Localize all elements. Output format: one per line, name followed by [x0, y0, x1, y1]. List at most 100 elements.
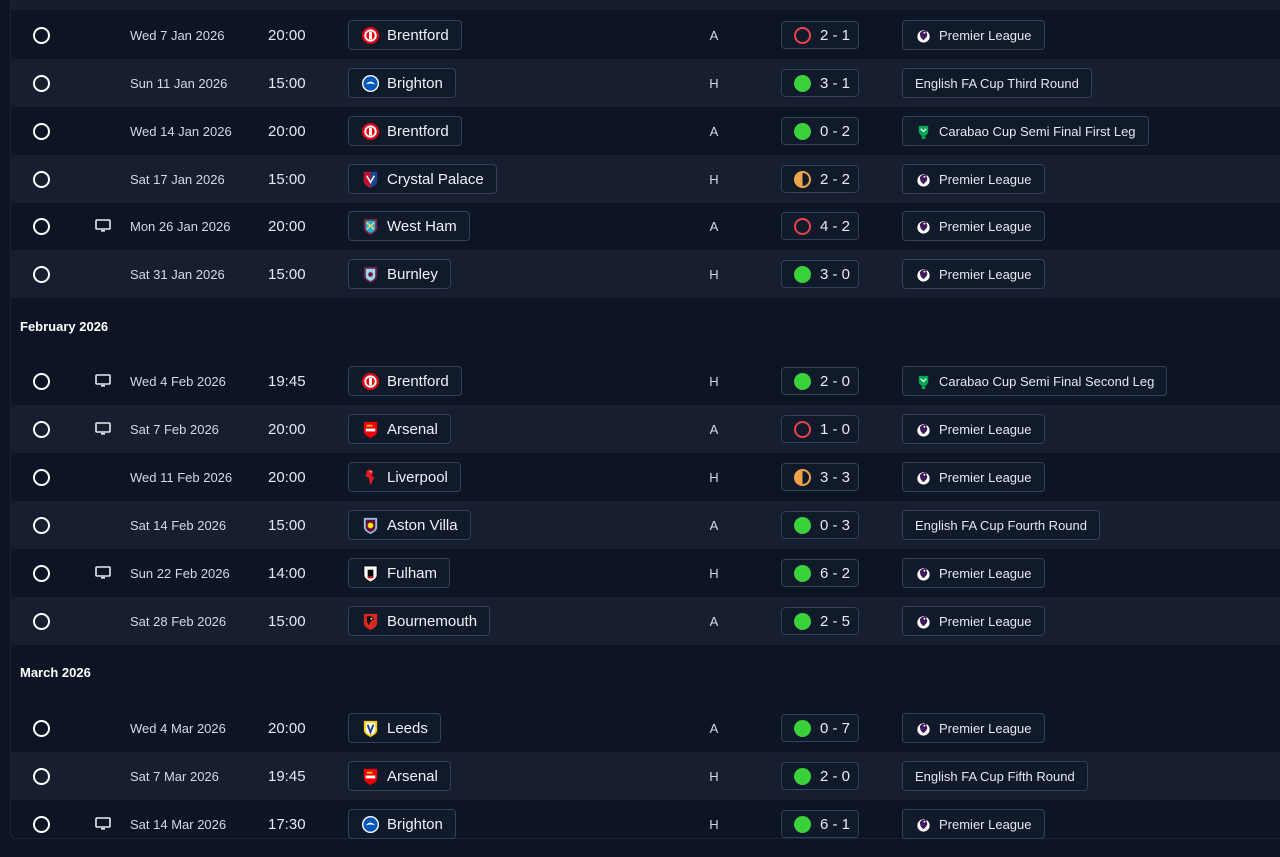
result-button[interactable]: 2 - 1: [781, 21, 859, 49]
month-header-march: March 2026: [20, 665, 91, 680]
fixture-date: Wed 14 Jan 2026: [130, 123, 232, 139]
result-button[interactable]: 0 - 7: [781, 714, 859, 742]
select-circle-icon[interactable]: [30, 800, 52, 848]
opponent-button[interactable]: Fulham: [348, 558, 451, 588]
home-away-indicator: A: [709, 27, 719, 43]
fixture-row[interactable]: Mon 26 Jan 2026 20:00 West Ham A 4 - 2 Premie…: [10, 202, 1280, 250]
select-circle-icon[interactable]: [30, 202, 52, 250]
fixture-row[interactable]: Sun 11 Jan 2026 15:00 Brighton H 3 - 1 Englis…: [10, 59, 1280, 107]
competition-button[interactable]: Premier League: [902, 606, 1045, 636]
fixture-row[interactable]: Sun 22 Feb 2026 14:00 Fulham H 6 - 2 Premier …: [10, 549, 1280, 597]
competition-name: Premier League: [939, 613, 1032, 629]
result-button[interactable]: 2 - 0: [781, 762, 859, 790]
competition-button[interactable]: Premier League: [902, 558, 1045, 588]
competition-button[interactable]: Premier League: [902, 211, 1045, 241]
fixture-row[interactable]: Wed 4 Feb 2026 19:45 Brentford H 2 - 0 Caraba…: [10, 357, 1280, 405]
result-button[interactable]: 3 - 3: [781, 463, 859, 491]
result-button[interactable]: 1 - 0: [781, 415, 859, 443]
match-score: 4 - 2: [820, 217, 851, 235]
fixture-row[interactable]: Wed 11 Feb 2026 20:00 Liverpool H 3 - 3 Premi…: [10, 453, 1280, 501]
fixture-row[interactable]: Wed 4 Mar 2026 20:00 Leeds A 0 - 7 Premier Le…: [10, 704, 1280, 752]
previous-row-edge: [10, 0, 1280, 10]
fixture-time: 14:00: [268, 564, 306, 582]
result-draw-icon: [794, 468, 811, 486]
result-win-icon: [794, 612, 811, 630]
opponent-button[interactable]: Bournemouth: [348, 606, 491, 636]
opponent-button[interactable]: West Ham: [348, 211, 470, 241]
select-circle-icon[interactable]: [30, 250, 52, 298]
competition-name: English FA Cup Third Round: [915, 75, 1079, 91]
match-score: 6 - 1: [820, 815, 851, 833]
premier-league-icon: [915, 565, 932, 582]
competition-button[interactable]: Premier League: [902, 809, 1045, 839]
select-circle-icon[interactable]: [30, 107, 52, 155]
opponent-button[interactable]: Brighton: [348, 68, 456, 98]
result-button[interactable]: 0 - 2: [781, 117, 859, 145]
result-button[interactable]: 4 - 2: [781, 212, 859, 240]
opponent-button[interactable]: Brentford: [348, 20, 462, 50]
select-circle-icon[interactable]: [30, 11, 52, 59]
select-circle-icon[interactable]: [30, 405, 52, 453]
fixture-row[interactable]: Sat 7 Feb 2026 20:00 Arsenal A 1 - 0 Premier …: [10, 405, 1280, 453]
result-button[interactable]: 2 - 0: [781, 367, 859, 395]
opponent-button[interactable]: Liverpool: [348, 462, 461, 492]
competition-button[interactable]: English FA Cup Third Round: [902, 68, 1092, 98]
result-button[interactable]: 2 - 2: [781, 165, 859, 193]
select-circle-icon[interactable]: [30, 704, 52, 752]
select-circle-icon[interactable]: [30, 501, 52, 549]
competition-button[interactable]: Premier League: [902, 20, 1045, 50]
competition-button[interactable]: Premier League: [902, 164, 1045, 194]
opponent-button[interactable]: Burnley: [348, 259, 451, 289]
opponent-button[interactable]: Leeds: [348, 713, 441, 743]
competition-button[interactable]: Carabao Cup Semi Final First Leg: [902, 116, 1149, 146]
result-draw-icon: [794, 170, 811, 188]
select-circle-icon[interactable]: [30, 155, 52, 203]
opponent-button[interactable]: Aston Villa: [348, 510, 471, 540]
select-circle-icon[interactable]: [30, 752, 52, 800]
fixture-row[interactable]: Sat 14 Feb 2026 15:00 Aston Villa A 0 - 3 Eng…: [10, 501, 1280, 549]
competition-button[interactable]: English FA Cup Fourth Round: [902, 510, 1100, 540]
fixture-time: 15:00: [268, 74, 306, 92]
competition-button[interactable]: Premier League: [902, 713, 1045, 743]
competition-button[interactable]: Premier League: [902, 414, 1045, 444]
home-away-indicator: A: [709, 421, 719, 437]
fixture-row[interactable]: Sat 17 Jan 2026 15:00 Crystal Palace H 2 - 2…: [10, 155, 1280, 203]
result-button[interactable]: 6 - 2: [781, 559, 859, 587]
opponent-name: Brighton: [387, 815, 443, 833]
select-circle-icon[interactable]: [30, 357, 52, 405]
opponent-button[interactable]: Crystal Palace: [348, 164, 497, 194]
competition-button[interactable]: Carabao Cup Semi Final Second Leg: [902, 366, 1168, 396]
fixture-row[interactable]: Sat 7 Mar 2026 19:45 Arsenal H 2 - 0 English …: [10, 752, 1280, 800]
competition-button[interactable]: English FA Cup Fifth Round: [902, 761, 1088, 791]
select-circle-icon[interactable]: [30, 597, 52, 645]
fixture-time: 20:00: [268, 420, 306, 438]
competition-button[interactable]: Premier League: [902, 259, 1045, 289]
result-button[interactable]: 0 - 3: [781, 511, 859, 539]
select-circle-icon[interactable]: [30, 453, 52, 501]
opponent-button[interactable]: Arsenal: [348, 761, 451, 791]
match-score: 2 - 5: [820, 612, 851, 630]
opponent-button[interactable]: Brentford: [348, 116, 462, 146]
result-button[interactable]: 3 - 0: [781, 260, 859, 288]
fixture-row[interactable]: Sat 14 Mar 2026 17:30 Brighton H 6 - 1 Premie…: [10, 800, 1280, 848]
fixture-row[interactable]: Wed 7 Jan 2026 20:00 Brentford A 2 - 1 Premie…: [10, 11, 1280, 59]
home-away-indicator: H: [709, 469, 719, 485]
opponent-button[interactable]: Brentford: [348, 366, 462, 396]
result-button[interactable]: 3 - 1: [781, 69, 859, 97]
fixture-date: Sat 7 Mar 2026: [130, 768, 219, 784]
competition-name: Premier League: [939, 27, 1032, 43]
opponent-button[interactable]: Arsenal: [348, 414, 451, 444]
home-away-indicator: H: [709, 266, 719, 282]
fixture-row[interactable]: Sat 28 Feb 2026 15:00 Bournemouth A 2 - 5 Pre…: [10, 597, 1280, 645]
fixture-row[interactable]: Wed 14 Jan 2026 20:00 Brentford A 0 - 2 Carab…: [10, 107, 1280, 155]
opponent-button[interactable]: Brighton: [348, 809, 456, 839]
competition-button[interactable]: Premier League: [902, 462, 1045, 492]
result-win-icon: [794, 815, 811, 833]
result-button[interactable]: 6 - 1: [781, 810, 859, 838]
select-circle-icon[interactable]: [30, 549, 52, 597]
result-button[interactable]: 2 - 5: [781, 607, 859, 635]
opponent-name: Brentford: [387, 122, 449, 140]
select-circle-icon[interactable]: [30, 59, 52, 107]
fixture-row[interactable]: Sat 31 Jan 2026 15:00 Burnley H 3 - 0 Premier…: [10, 250, 1280, 298]
